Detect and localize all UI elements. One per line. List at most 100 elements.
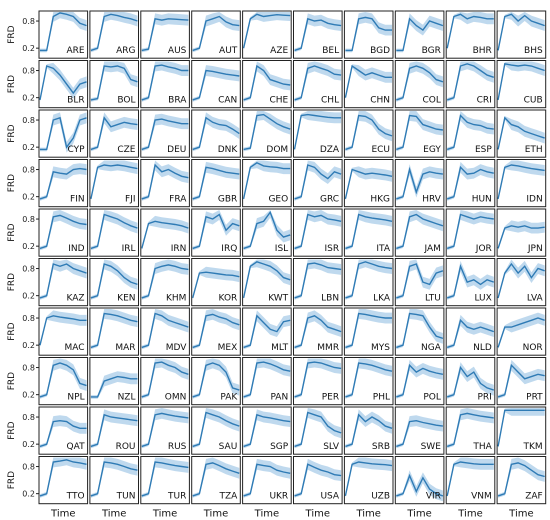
panel-label: GRC — [320, 195, 339, 205]
panel-grc: GRC — [293, 159, 343, 208]
panel-label: TKM — [523, 442, 543, 452]
panel-label: DNK — [218, 145, 239, 155]
panel-frame — [293, 357, 343, 406]
panel-label: KHM — [166, 294, 186, 304]
panel-label: ROU — [116, 442, 136, 452]
panel-frame — [394, 307, 445, 356]
panel-aze: AZE — [242, 10, 292, 59]
y-axis-label: FRD — [7, 124, 17, 142]
panel-frame — [89, 208, 139, 257]
panel-frame — [38, 357, 89, 406]
line-col — [396, 65, 444, 101]
line-jpn — [497, 225, 545, 249]
panel-frame — [496, 10, 547, 59]
band-qat — [40, 415, 87, 449]
panel-frame — [293, 60, 343, 109]
y-tick-label: 0.8 — [22, 67, 35, 76]
panel-frame — [394, 208, 445, 257]
panel-label: IRQ — [221, 244, 237, 254]
panel-label: FJI — [125, 195, 136, 205]
band-bhr — [447, 12, 494, 50]
panel-can: CAN — [191, 60, 241, 109]
panel-frame — [191, 456, 241, 505]
panel-label: THA — [472, 442, 492, 452]
panel-label: BHR — [473, 46, 492, 56]
line-kaz — [39, 263, 87, 299]
panel-frame — [140, 406, 190, 455]
line-ind — [39, 214, 87, 250]
band-geo — [243, 160, 291, 201]
panel-label: DOM — [266, 145, 288, 155]
line-dnk — [192, 116, 240, 151]
panel-label: IRN — [171, 244, 187, 254]
panel-label: TUN — [116, 492, 136, 502]
line-are — [40, 12, 87, 52]
y-axis-label: FRD — [7, 174, 17, 192]
panel-label: HRV — [422, 195, 442, 205]
y-axis-label: FRD — [7, 471, 17, 489]
panel-kor: KOR — [191, 258, 241, 307]
panel-frame — [496, 109, 547, 158]
panel-frame — [140, 60, 190, 109]
line-egy — [396, 114, 443, 151]
panel-label: IND — [68, 244, 84, 254]
panel-kaz: KAZ 0.2 0.8 FRD — [7, 258, 89, 307]
panel-label: GEO — [268, 195, 288, 205]
y-axis-label: FRD — [7, 273, 17, 291]
panel-label: DEU — [167, 145, 186, 155]
y-axis-label: FRD — [7, 223, 17, 241]
panel-frame — [242, 357, 292, 406]
panel-frame — [445, 258, 496, 307]
line-eth — [497, 116, 545, 150]
panel-frame — [394, 159, 445, 208]
panel-label: LUX — [474, 294, 491, 304]
line-bhs — [497, 13, 545, 51]
panel-phl: PHL — [343, 357, 394, 406]
line-esp — [446, 114, 494, 151]
panel-fji: FJI — [89, 159, 139, 208]
panel-label: ZAF — [525, 492, 543, 502]
panel-swe: SWE — [394, 406, 445, 455]
panel-frame — [89, 60, 139, 109]
panel-frame — [191, 258, 241, 307]
band-nld — [447, 314, 494, 350]
panel-npl: NPL 0.2 0.8 FRD — [7, 357, 89, 406]
panel-label: POL — [423, 393, 441, 403]
panel-lka: LKA — [343, 258, 394, 307]
panel-isl: ISL — [242, 208, 292, 257]
x-axis-label: Time — [508, 509, 533, 520]
panel-label: MDV — [166, 343, 188, 353]
line-hkg — [344, 168, 393, 200]
panel-label: BGD — [370, 46, 390, 56]
panel-frame — [496, 307, 547, 356]
panel-zaf: ZAF Time — [496, 456, 547, 520]
line-nzl — [90, 375, 138, 398]
x-axis-label: Time — [355, 509, 380, 520]
line-mys — [345, 312, 392, 349]
y-axis-label: FRD — [7, 421, 17, 439]
panel-isr: ISR — [293, 208, 343, 257]
panel-label: CAN — [218, 96, 237, 106]
panel-label: PRI — [477, 393, 491, 403]
panel-label: CHL — [321, 96, 339, 106]
line-cze — [90, 116, 138, 151]
y-tick-label: 0.2 — [22, 44, 35, 53]
band-ltu — [396, 259, 443, 300]
y-axis-label: FRD — [7, 75, 17, 93]
line-kor — [192, 271, 240, 299]
panel-frame — [242, 208, 292, 257]
y-tick-label: 0.8 — [22, 413, 35, 422]
panel-dom: DOM — [242, 109, 292, 158]
line-mlt — [243, 314, 291, 349]
line-bol — [90, 65, 138, 101]
line-mmr — [294, 315, 342, 349]
line-dza — [293, 113, 342, 150]
panel-deu: DEU — [140, 109, 190, 158]
panel-frame — [38, 258, 89, 307]
panel-bol: BOL — [89, 60, 139, 109]
line-nld — [446, 318, 495, 349]
line-khm — [141, 264, 189, 299]
panel-aus: AUS — [140, 10, 190, 59]
line-ita — [345, 213, 393, 250]
panel-frame — [89, 109, 139, 158]
